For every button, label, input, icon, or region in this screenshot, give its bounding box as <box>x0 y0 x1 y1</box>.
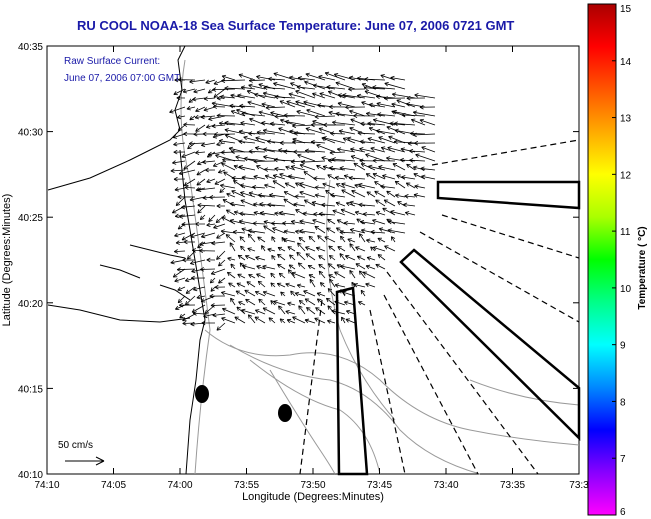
x-tick-label: 74:10 <box>34 480 59 491</box>
colorbar-tick-label: 9 <box>620 341 626 352</box>
map-title: RU COOL NOAA-18 Sea Surface Temperature:… <box>77 18 515 33</box>
y-tick-label: 40:10 <box>18 470 43 481</box>
x-tick-label: 73:35 <box>500 480 525 491</box>
y-tick-label: 40:15 <box>18 384 43 395</box>
colorbar-tick-label: 12 <box>620 170 632 181</box>
station-marker <box>195 385 209 403</box>
x-tick-label: 73:45 <box>367 480 392 491</box>
colorbar-tick-label: 14 <box>620 57 632 68</box>
x-tick-label: 73:3 <box>569 480 589 491</box>
colorbar-tick-label: 13 <box>620 114 632 125</box>
x-tick-label: 74:00 <box>167 480 192 491</box>
y-axis-label: Latitude (Degrees:Minutes) <box>1 194 13 327</box>
x-axis: 74:10 74:05 74:00 73:55 73:50 73:45 73:40 73:35… <box>34 46 589 491</box>
colorbar-tick-label: 8 <box>620 397 626 408</box>
y-tick-label: 40:25 <box>18 213 43 224</box>
scale-label: 50 cm/s <box>58 440 93 451</box>
colorbar-tick-label: 15 <box>620 4 632 15</box>
x-tick-label: 73:40 <box>433 480 458 491</box>
colorbar-tick-label: 11 <box>620 227 631 238</box>
station-marker <box>278 404 292 422</box>
x-tick-label: 73:50 <box>300 480 325 491</box>
colorbar <box>587 3 617 516</box>
y-axis: 40:35 40:30 40:25 40:20 40:15 40:10 <box>18 42 579 481</box>
colorbar-tick-label: 10 <box>620 284 632 295</box>
colorbar-tick-label: 6 <box>620 507 626 518</box>
y-tick-label: 40:30 <box>18 128 43 139</box>
x-tick-label: 73:55 <box>234 480 259 491</box>
colorbar-ticks: 15 14 13 12 11 10 9 8 7 6 <box>612 3 632 518</box>
x-axis-label: Longitude (Degrees:Minutes) <box>242 491 384 503</box>
y-tick-label: 40:35 <box>18 42 43 53</box>
inset-line2: June 07, 2006 07:00 GMT <box>64 73 180 84</box>
radar-beam-outlines <box>299 139 581 476</box>
colorbar-tick-label: 7 <box>620 454 626 465</box>
plot-frame <box>46 45 580 475</box>
surface-current-vectors <box>169 71 436 331</box>
colorbar-label: Temperature ( °C) <box>637 226 648 309</box>
x-tick-label: 74:05 <box>101 480 126 491</box>
scale-arrow-icon <box>65 456 105 466</box>
y-tick-label: 40:20 <box>18 299 43 310</box>
inset-line1: Raw Surface Current: <box>64 56 160 67</box>
